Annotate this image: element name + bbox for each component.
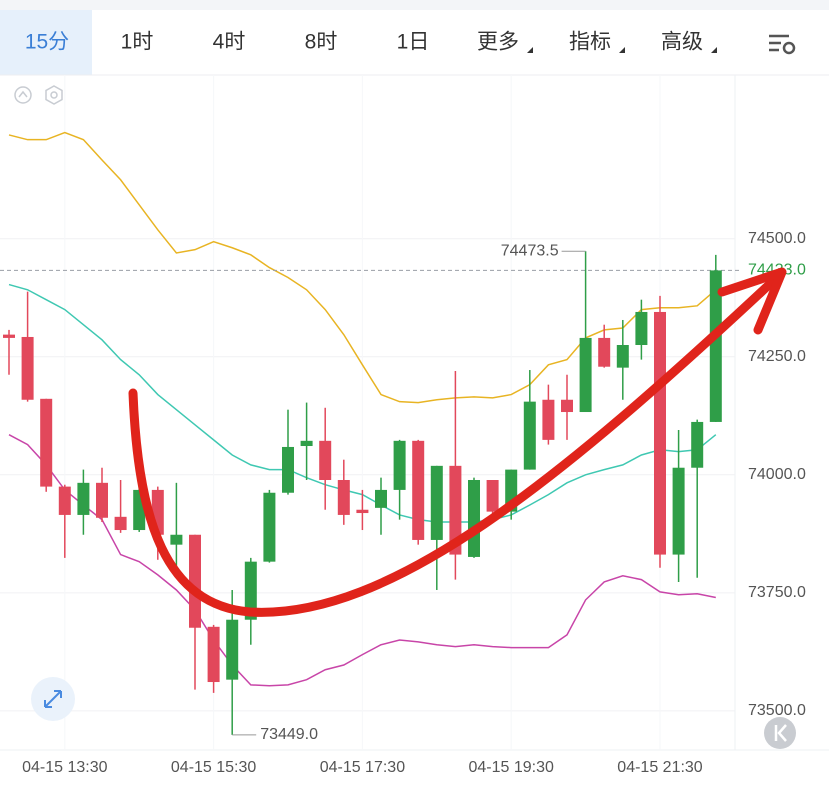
x-tick-label: 04-15 13:30 [22, 759, 108, 776]
candle-body [375, 489, 387, 508]
candle-body [449, 465, 462, 555]
x-tick-label: 04-15 17:30 [320, 759, 406, 776]
high-label: 74473.5 [501, 243, 559, 260]
candle-body [300, 440, 313, 447]
candle-body [319, 440, 332, 480]
candle-body [21, 336, 34, 400]
candle-body [263, 492, 276, 562]
x-tick-label: 04-15 15:30 [171, 759, 257, 776]
dropdown-triangle [527, 47, 533, 53]
back-to-latest-icon [774, 724, 787, 742]
y-tick-label: 74000.0 [748, 466, 806, 483]
plot-area: 74500.0 74250.0 74000.0 73750.0 73500.0 04-15… [0, 75, 806, 776]
y-tick-label: 74250.0 [748, 348, 806, 365]
tab[interactable]: 1时 [121, 31, 154, 54]
candle-body [691, 421, 704, 468]
candle-body [654, 311, 666, 555]
candle-body [616, 345, 629, 368]
y-tick-label: 73500.0 [748, 702, 806, 719]
y-tick-label: 73750.0 [748, 584, 806, 601]
tab[interactable]: 高级 [661, 31, 703, 54]
candle-body [468, 480, 480, 557]
candle-body [542, 399, 555, 440]
dropdown-triangle [619, 47, 625, 53]
band-line [8, 434, 716, 687]
tab[interactable]: 指标 [569, 31, 611, 54]
candle-body [430, 465, 443, 540]
candle-body [114, 516, 127, 531]
top-strip [0, 0, 829, 10]
settings-hex-dot [50, 91, 58, 99]
tab[interactable]: 更多 [477, 31, 519, 54]
candle-body [282, 446, 294, 493]
candle-body [244, 561, 257, 620]
candle-body [672, 467, 685, 555]
trend-arrowhead [717, 267, 787, 335]
candle-body [96, 482, 108, 518]
trend-arrow [128, 277, 777, 617]
settings-hex-icon[interactable] [45, 85, 63, 105]
candle-body [189, 534, 201, 628]
x-tick-label: 04-15 19:30 [468, 759, 554, 776]
candle-body [40, 398, 53, 487]
tab[interactable]: 15分 [25, 31, 69, 54]
candle-body [486, 480, 499, 512]
dropdown-triangle [711, 47, 717, 53]
candle-body [393, 440, 406, 490]
candle-body [226, 619, 239, 680]
candle-body [170, 534, 183, 545]
x-tick-label: 04-15 21:30 [617, 759, 703, 776]
collapse-icon[interactable] [14, 86, 32, 104]
candle-body [3, 334, 15, 338]
tab-selected-bg [0, 10, 92, 75]
tab[interactable]: 4时 [213, 31, 246, 54]
candle-body [635, 311, 648, 345]
candle-body [598, 337, 611, 367]
candle-body [523, 401, 536, 470]
candle-body [58, 486, 71, 515]
candle-body [77, 482, 90, 515]
candle-body [709, 270, 722, 422]
y-tick-label: 74500.0 [748, 230, 806, 247]
tab[interactable]: 8时 [305, 31, 338, 54]
collapse-icon-arrow [18, 90, 28, 98]
low-label: 73449.0 [260, 726, 318, 743]
candle-body [412, 440, 425, 540]
settings-icon[interactable] [769, 34, 796, 55]
band-line [8, 131, 717, 404]
candle-body [561, 399, 573, 413]
expand-icon [44, 690, 62, 708]
tab[interactable]: 1日 [397, 31, 430, 54]
candle-body [337, 480, 350, 515]
candle-body [207, 626, 220, 683]
candle-body [356, 509, 369, 514]
candle-body [579, 337, 592, 413]
